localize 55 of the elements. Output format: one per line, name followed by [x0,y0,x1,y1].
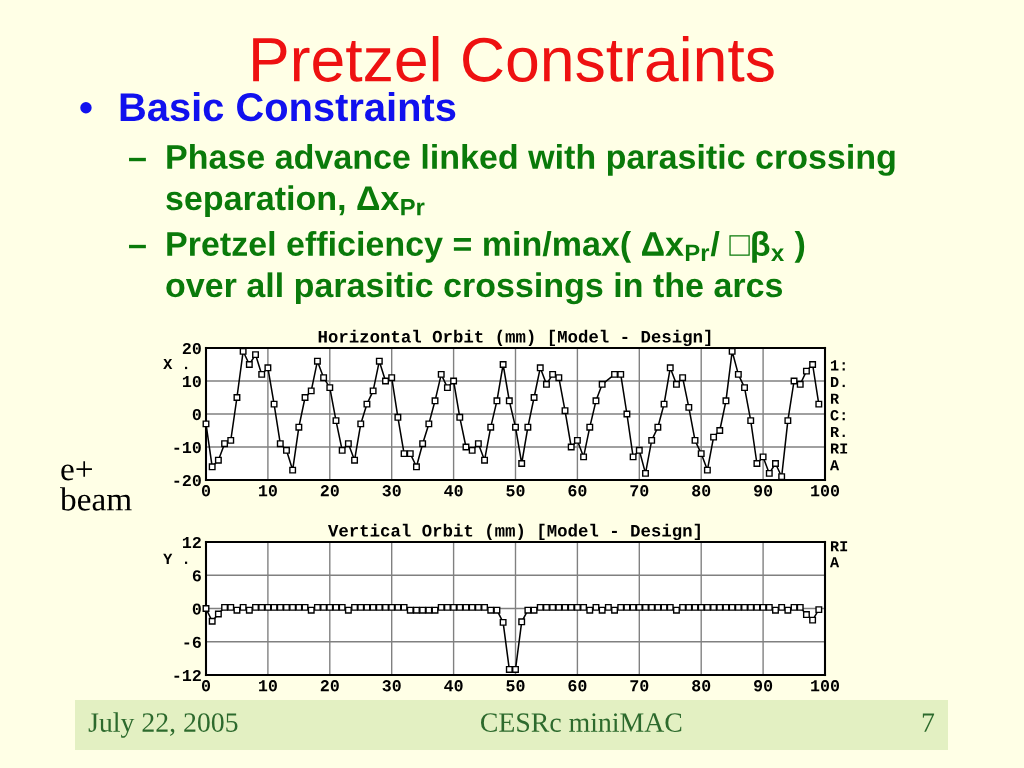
text: Pretzel Constraints [253,36,774,82]
y-axis-title: X . [163,359,188,370]
text: 7 [922,713,935,732]
x-tick-label: 80 [692,485,711,497]
x-tick-label: 20 [320,680,339,692]
text: – [129,244,146,249]
x-tick-label: 70 [630,485,649,497]
x-tick-label: 0 [201,485,211,497]
text: 1: [830,360,845,371]
text: Pretzel efficiency = min/max( Δx$_{Pr}$/ □β$_{x}$ ) over all parasitic crossings in the arcs [166,231,805,305]
y-tick-label: -6 [184,636,201,648]
text: C: [830,410,845,421]
x-tick-label: 0 [201,680,211,692]
y-tick-label: -20 [174,474,201,487]
y-tick-label: 6 [192,570,201,582]
x-tick-label: 10 [259,680,277,692]
y-tick-label: 12 [182,536,201,549]
text: R [830,393,840,404]
x-tick-label: 10 [259,485,277,497]
x-tick-label: 70 [630,680,649,692]
y-tick-label: 0 [192,408,201,421]
x-tick-label: 100 [811,485,840,497]
text: A [829,460,840,471]
text: – [129,157,146,162]
x-tick-label: 30 [382,485,401,497]
y-tick-label: -10 [174,441,201,454]
y-axis-title: Y . [163,553,188,564]
x-tick-label: 20 [320,485,339,497]
text: D. [830,377,845,388]
x-tick-label: 40 [444,485,463,497]
text: A [829,557,840,568]
text: Basic Constraints [120,92,456,122]
x-tick-label: 30 [382,680,401,692]
x-tick-label: 50 [506,680,525,692]
text: CESRc miniMAC [481,713,682,732]
x-tick-label: 100 [811,680,840,692]
x-tick-label: 90 [754,485,773,497]
text: July 22, 2005 [88,712,238,738]
y-tick-label: 10 [182,375,201,388]
x-tick-label: 80 [692,680,711,692]
chart-title: Vertical Orbit (mm) [Model - Design] [327,523,700,541]
y-tick-label: -12 [174,669,201,682]
text: e+ beam [60,461,132,511]
chart-title: Horizontal Orbit (mm) [Model - Design] [318,329,711,347]
text: R. [830,426,845,437]
x-tick-label: 90 [754,680,773,692]
text: RI [830,541,848,552]
x-tick-label: 50 [506,485,525,497]
x-tick-label: 60 [568,485,587,497]
y-tick-label: 20 [182,342,201,355]
x-tick-label: 60 [568,680,587,692]
y-tick-label: 0 [192,603,201,615]
text: RI [830,443,848,454]
text: • [80,102,92,114]
x-tick-label: 40 [444,680,463,692]
